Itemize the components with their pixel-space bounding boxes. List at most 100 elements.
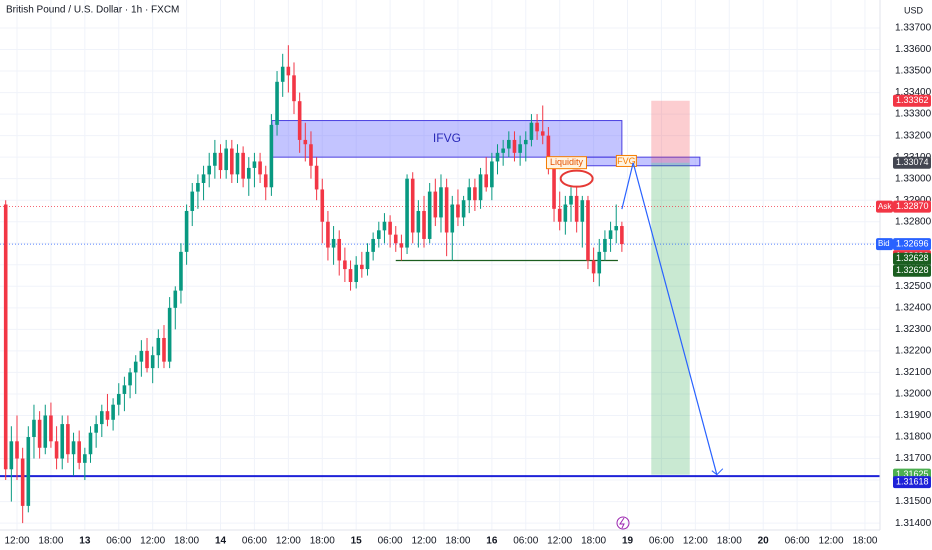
candle-body [580,200,585,222]
chart-title: British Pound / U.S. Dollar · 1h · FXCM [6,5,179,16]
y-tick-label: 1.33500 [895,66,932,77]
candle-body [105,411,110,420]
candle-body [343,260,347,270]
candle-body [422,210,426,239]
candle-body [535,122,539,132]
price-label: 1.33074 [896,157,929,167]
candle-body [450,204,455,233]
price-label: 1.33362 [896,95,929,105]
x-tick-label: 06:00 [378,536,403,547]
price-label: 1.31618 [896,477,929,487]
x-tick-label: 18:00 [445,536,470,547]
x-tick-label: 18:00 [174,536,199,547]
candle-body [94,424,98,433]
candle-body [597,251,602,274]
candle-body [591,260,596,274]
y-tick-label: 1.33700 [895,23,932,34]
event-icon[interactable] [616,516,630,530]
candle-body [196,182,200,192]
candle-body [145,350,149,369]
candle-body [26,437,31,506]
candle-body [501,148,505,153]
x-tick-label: 06:00 [513,536,538,547]
candle-body [224,148,228,171]
x-tick-label: 12:00 [819,536,844,547]
y-tick-label: 1.32000 [895,389,932,400]
candle-body [37,419,42,448]
candle-body [156,337,161,356]
candle-body [71,441,76,455]
price-label: 1.31625 [896,469,929,479]
y-tick-label: 1.33400 [895,87,932,98]
candle-body [139,350,144,362]
y-tick-label: 1.32400 [895,302,932,313]
x-tick-label: 18:00 [581,536,606,547]
candle-body [399,243,404,248]
candle-body [552,165,556,209]
candle-body [269,124,274,188]
candle-body [49,415,53,442]
candle-body [128,372,132,386]
zone-label: FVG [617,156,636,166]
candle-body [77,441,81,463]
candle-body [15,441,19,459]
candle-body [337,238,342,261]
price-label-box [893,156,931,169]
candle-body [241,152,245,179]
candle-body [546,135,551,166]
candle-body [416,210,421,233]
candle-body [246,167,251,179]
candle-body [371,238,375,252]
candle-body [444,187,449,233]
candle-body [529,122,534,140]
price-label: 1.32628 [896,265,929,275]
candle-body [439,187,443,218]
price-label-box [893,252,931,265]
candle-body [83,454,87,463]
candle-body [190,191,195,211]
candle-body [614,226,619,231]
candle-body [20,458,25,506]
x-tick-label: 12:00 [4,536,29,547]
x-tick-label: 18:00 [852,536,877,547]
y-tick-label: 1.33600 [895,44,932,55]
candle-body [286,66,291,76]
y-tick-label: 1.33300 [895,109,932,120]
candle-body [280,66,285,82]
price-label: 1.32628 [896,253,929,263]
candle-body [111,404,115,420]
candle-body [60,424,65,459]
y-tick-label: 1.31800 [895,432,932,443]
candle-body [133,361,138,373]
candle-body [263,174,268,188]
candle-body [574,195,579,222]
candle-body [608,230,613,239]
price-tag: Bid [878,239,890,248]
candle-body [116,393,121,405]
x-tick-label: 12:00 [140,536,165,547]
candle-body [66,424,70,455]
candle-body [569,195,573,205]
candle-body [467,187,472,201]
candle-body [184,210,189,252]
candle-body [122,385,127,394]
y-tick-label: 1.32500 [895,281,932,292]
projection [621,162,718,475]
y-tick-label: 1.31700 [895,453,932,464]
y-tick-label: 1.33200 [895,130,932,141]
price-tag-box [876,200,893,213]
x-tick-label: 12:00 [276,536,301,547]
candle-body [433,191,438,218]
candle-body [331,238,336,248]
candle-body [393,234,398,244]
candle-body [461,200,466,218]
price-label-box [893,264,931,277]
price-label-group: 1.32628 [893,252,931,265]
x-tick-label: 12:00 [412,536,437,547]
liquidity-label-box [545,156,587,170]
price-label-box [893,94,931,107]
candle-body [326,221,330,248]
liquidity-marker [559,169,594,188]
price-tag-box [876,238,893,251]
x-tick-label: 18:00 [717,536,742,547]
